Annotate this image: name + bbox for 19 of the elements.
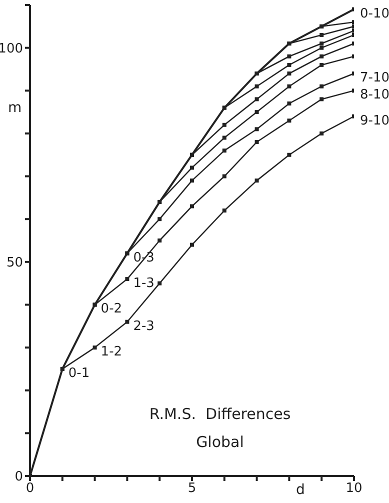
annotation: 0-1	[68, 366, 90, 381]
x-tick-label: 5	[188, 481, 196, 496]
x-tick-label: 10	[346, 481, 362, 496]
annotation: 8-10	[360, 88, 389, 103]
y-axis-title: m	[8, 100, 22, 116]
annotation: 2-3	[133, 318, 154, 334]
annotation: 9-10	[360, 113, 389, 128]
annotation: R.M.S. Differences	[148, 405, 292, 423]
x-tick-label: 0	[26, 481, 34, 496]
y-tick-label: 100	[0, 41, 23, 56]
annotation: 0-10	[360, 6, 389, 22]
y-tick-label: 0	[14, 470, 23, 485]
x-axis-title: d	[296, 482, 305, 498]
annotation: Global	[195, 433, 245, 451]
annotation: 7-10	[360, 70, 389, 86]
annotation: 0-2	[100, 302, 122, 317]
annotation: 1-2	[100, 344, 122, 360]
y-tick-label: 50	[6, 256, 23, 271]
annotation: 1-3	[133, 276, 154, 292]
